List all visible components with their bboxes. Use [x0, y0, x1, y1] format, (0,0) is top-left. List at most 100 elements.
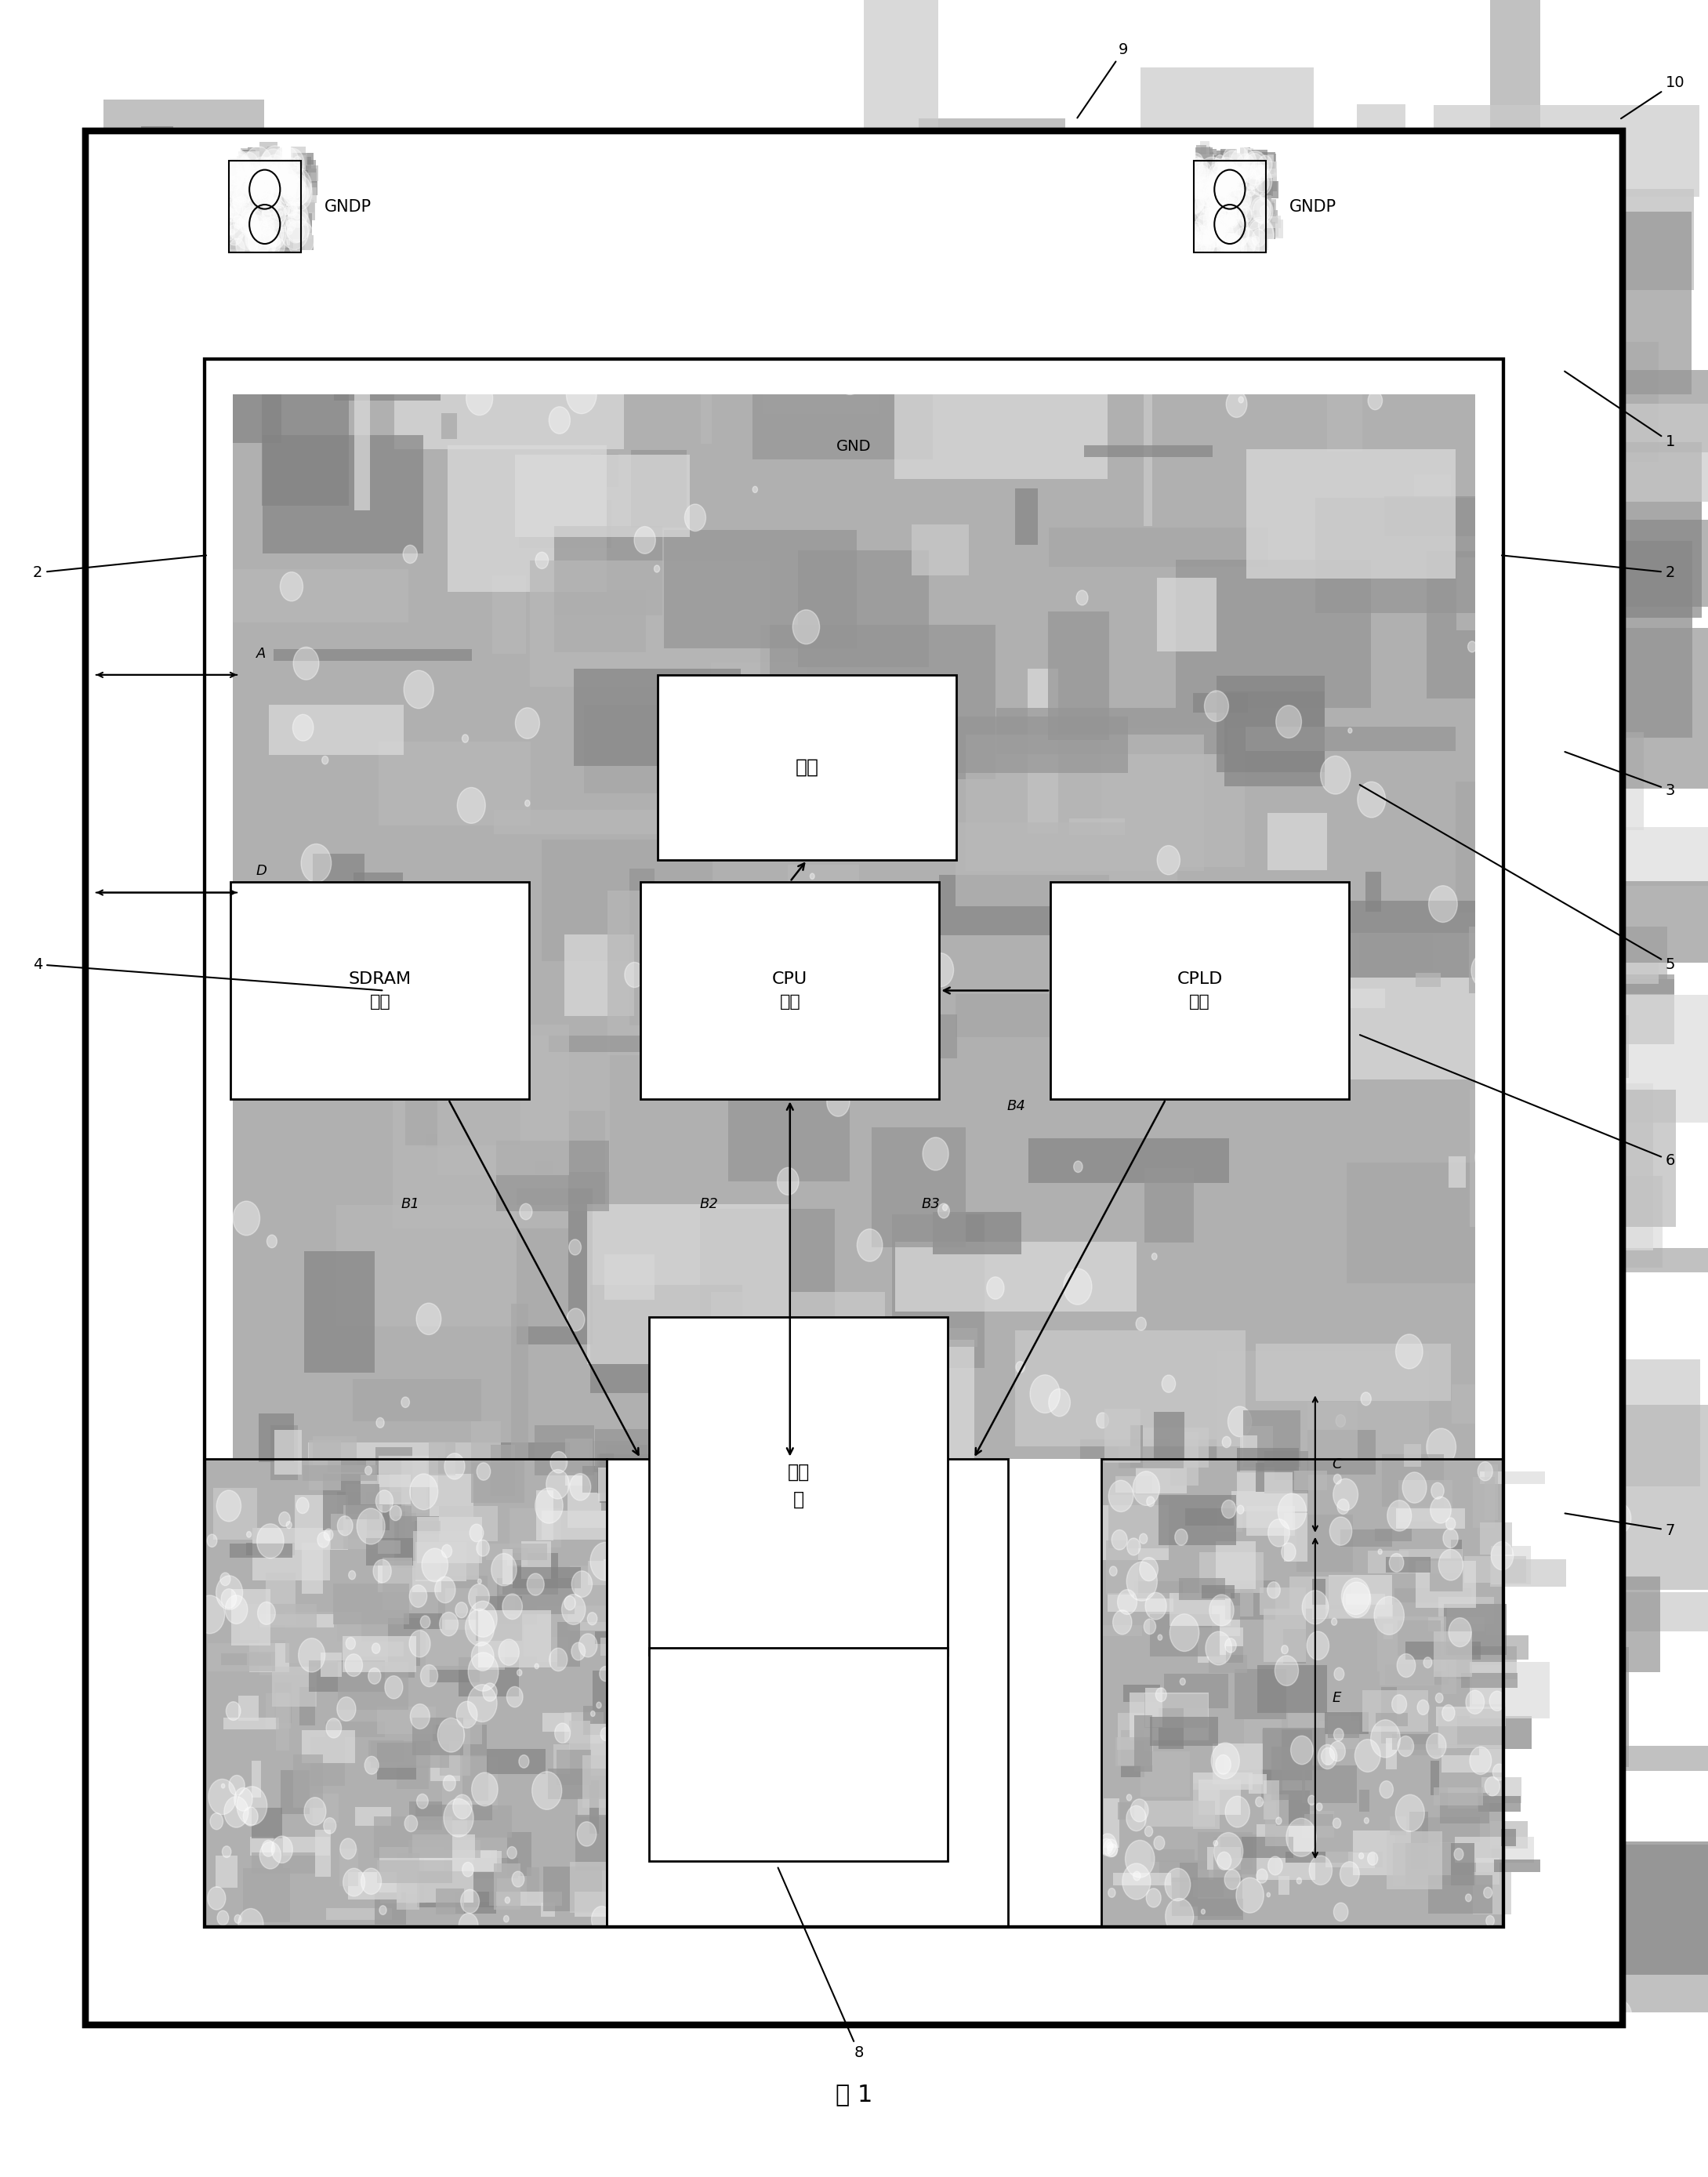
Bar	[292, 960, 524, 1158]
Bar	[1426, 551, 1616, 699]
Circle shape	[200, 993, 227, 1028]
Bar	[524, 1624, 547, 1657]
Circle shape	[1493, 1763, 1506, 1781]
Circle shape	[220, 209, 241, 235]
Circle shape	[263, 200, 285, 229]
Bar	[272, 224, 282, 237]
Bar	[222, 1652, 272, 1665]
Bar	[705, 174, 765, 237]
Bar	[1216, 172, 1230, 185]
Bar	[415, 1541, 466, 1581]
Bar	[287, 226, 307, 239]
Bar	[582, 1755, 647, 1807]
Bar	[606, 1459, 1008, 1927]
Circle shape	[278, 157, 301, 185]
Circle shape	[1242, 237, 1259, 259]
Circle shape	[485, 303, 511, 335]
Bar	[1493, 1846, 1505, 1859]
Bar	[1254, 202, 1274, 213]
Bar	[634, 1678, 752, 1787]
Circle shape	[466, 381, 494, 416]
Bar	[1325, 1853, 1383, 1868]
Bar	[239, 155, 253, 172]
Circle shape	[1103, 1840, 1117, 1857]
Circle shape	[401, 1398, 410, 1409]
Circle shape	[1286, 1818, 1317, 1857]
Bar	[511, 1036, 610, 1171]
Bar	[543, 1713, 572, 1731]
Circle shape	[458, 788, 485, 823]
Circle shape	[1443, 1528, 1459, 1548]
Circle shape	[550, 1648, 567, 1672]
Bar	[1211, 198, 1228, 211]
Circle shape	[1484, 1776, 1500, 1796]
Circle shape	[535, 553, 548, 568]
Bar	[488, 1892, 562, 1905]
Bar	[1433, 104, 1699, 196]
Circle shape	[251, 181, 273, 209]
Bar	[311, 1737, 345, 1785]
Bar	[1117, 1737, 1134, 1750]
Circle shape	[403, 544, 417, 564]
Bar	[813, 1615, 1004, 1674]
Circle shape	[728, 1746, 745, 1768]
Bar	[273, 189, 294, 202]
Bar	[1382, 1687, 1397, 1744]
Bar	[265, 218, 273, 235]
Bar	[1414, 475, 1450, 533]
Text: 1: 1	[1565, 372, 1676, 448]
Circle shape	[1249, 220, 1274, 253]
Circle shape	[1016, 1361, 1025, 1374]
Circle shape	[1184, 183, 1206, 213]
Bar	[424, 1850, 497, 1903]
Bar	[627, 1859, 762, 1911]
Bar	[613, 1618, 699, 1718]
Circle shape	[1349, 1657, 1356, 1665]
Bar	[1196, 148, 1213, 163]
Circle shape	[1334, 1668, 1344, 1681]
Circle shape	[845, 594, 866, 620]
Bar	[1114, 1872, 1172, 1885]
Circle shape	[249, 170, 272, 198]
Bar	[258, 229, 270, 242]
Bar	[1194, 222, 1206, 235]
Circle shape	[101, 1139, 106, 1145]
Bar	[1235, 163, 1247, 183]
Circle shape	[1223, 144, 1249, 179]
Circle shape	[856, 1302, 866, 1315]
Bar	[553, 1744, 570, 1774]
Circle shape	[1115, 1672, 1131, 1692]
Bar	[379, 742, 531, 825]
Bar	[1351, 1746, 1411, 1783]
Circle shape	[1204, 207, 1228, 237]
Circle shape	[470, 1524, 483, 1541]
Bar	[1202, 218, 1223, 235]
Circle shape	[1489, 1692, 1505, 1711]
Bar	[1243, 237, 1252, 250]
Circle shape	[1173, 592, 1185, 610]
Circle shape	[178, 607, 208, 647]
Bar	[326, 799, 482, 862]
Bar	[1264, 155, 1274, 172]
Bar	[459, 390, 661, 416]
Bar	[302, 1465, 377, 1480]
Bar	[1225, 1581, 1276, 1620]
Bar	[545, 666, 572, 797]
Circle shape	[1126, 1840, 1155, 1877]
Circle shape	[555, 1724, 570, 1744]
Circle shape	[1250, 196, 1271, 222]
Text: B2: B2	[700, 1197, 717, 1210]
Circle shape	[243, 207, 246, 211]
Bar	[1252, 163, 1274, 174]
Bar	[1243, 187, 1255, 205]
Bar	[1196, 152, 1214, 172]
Circle shape	[538, 1297, 550, 1311]
Circle shape	[290, 200, 299, 209]
Bar	[1242, 200, 1255, 218]
Bar	[297, 224, 313, 237]
Circle shape	[295, 1498, 309, 1513]
Circle shape	[343, 1041, 367, 1071]
Bar	[1583, 542, 1693, 738]
Bar	[1197, 1898, 1243, 1920]
Circle shape	[1110, 1565, 1117, 1576]
